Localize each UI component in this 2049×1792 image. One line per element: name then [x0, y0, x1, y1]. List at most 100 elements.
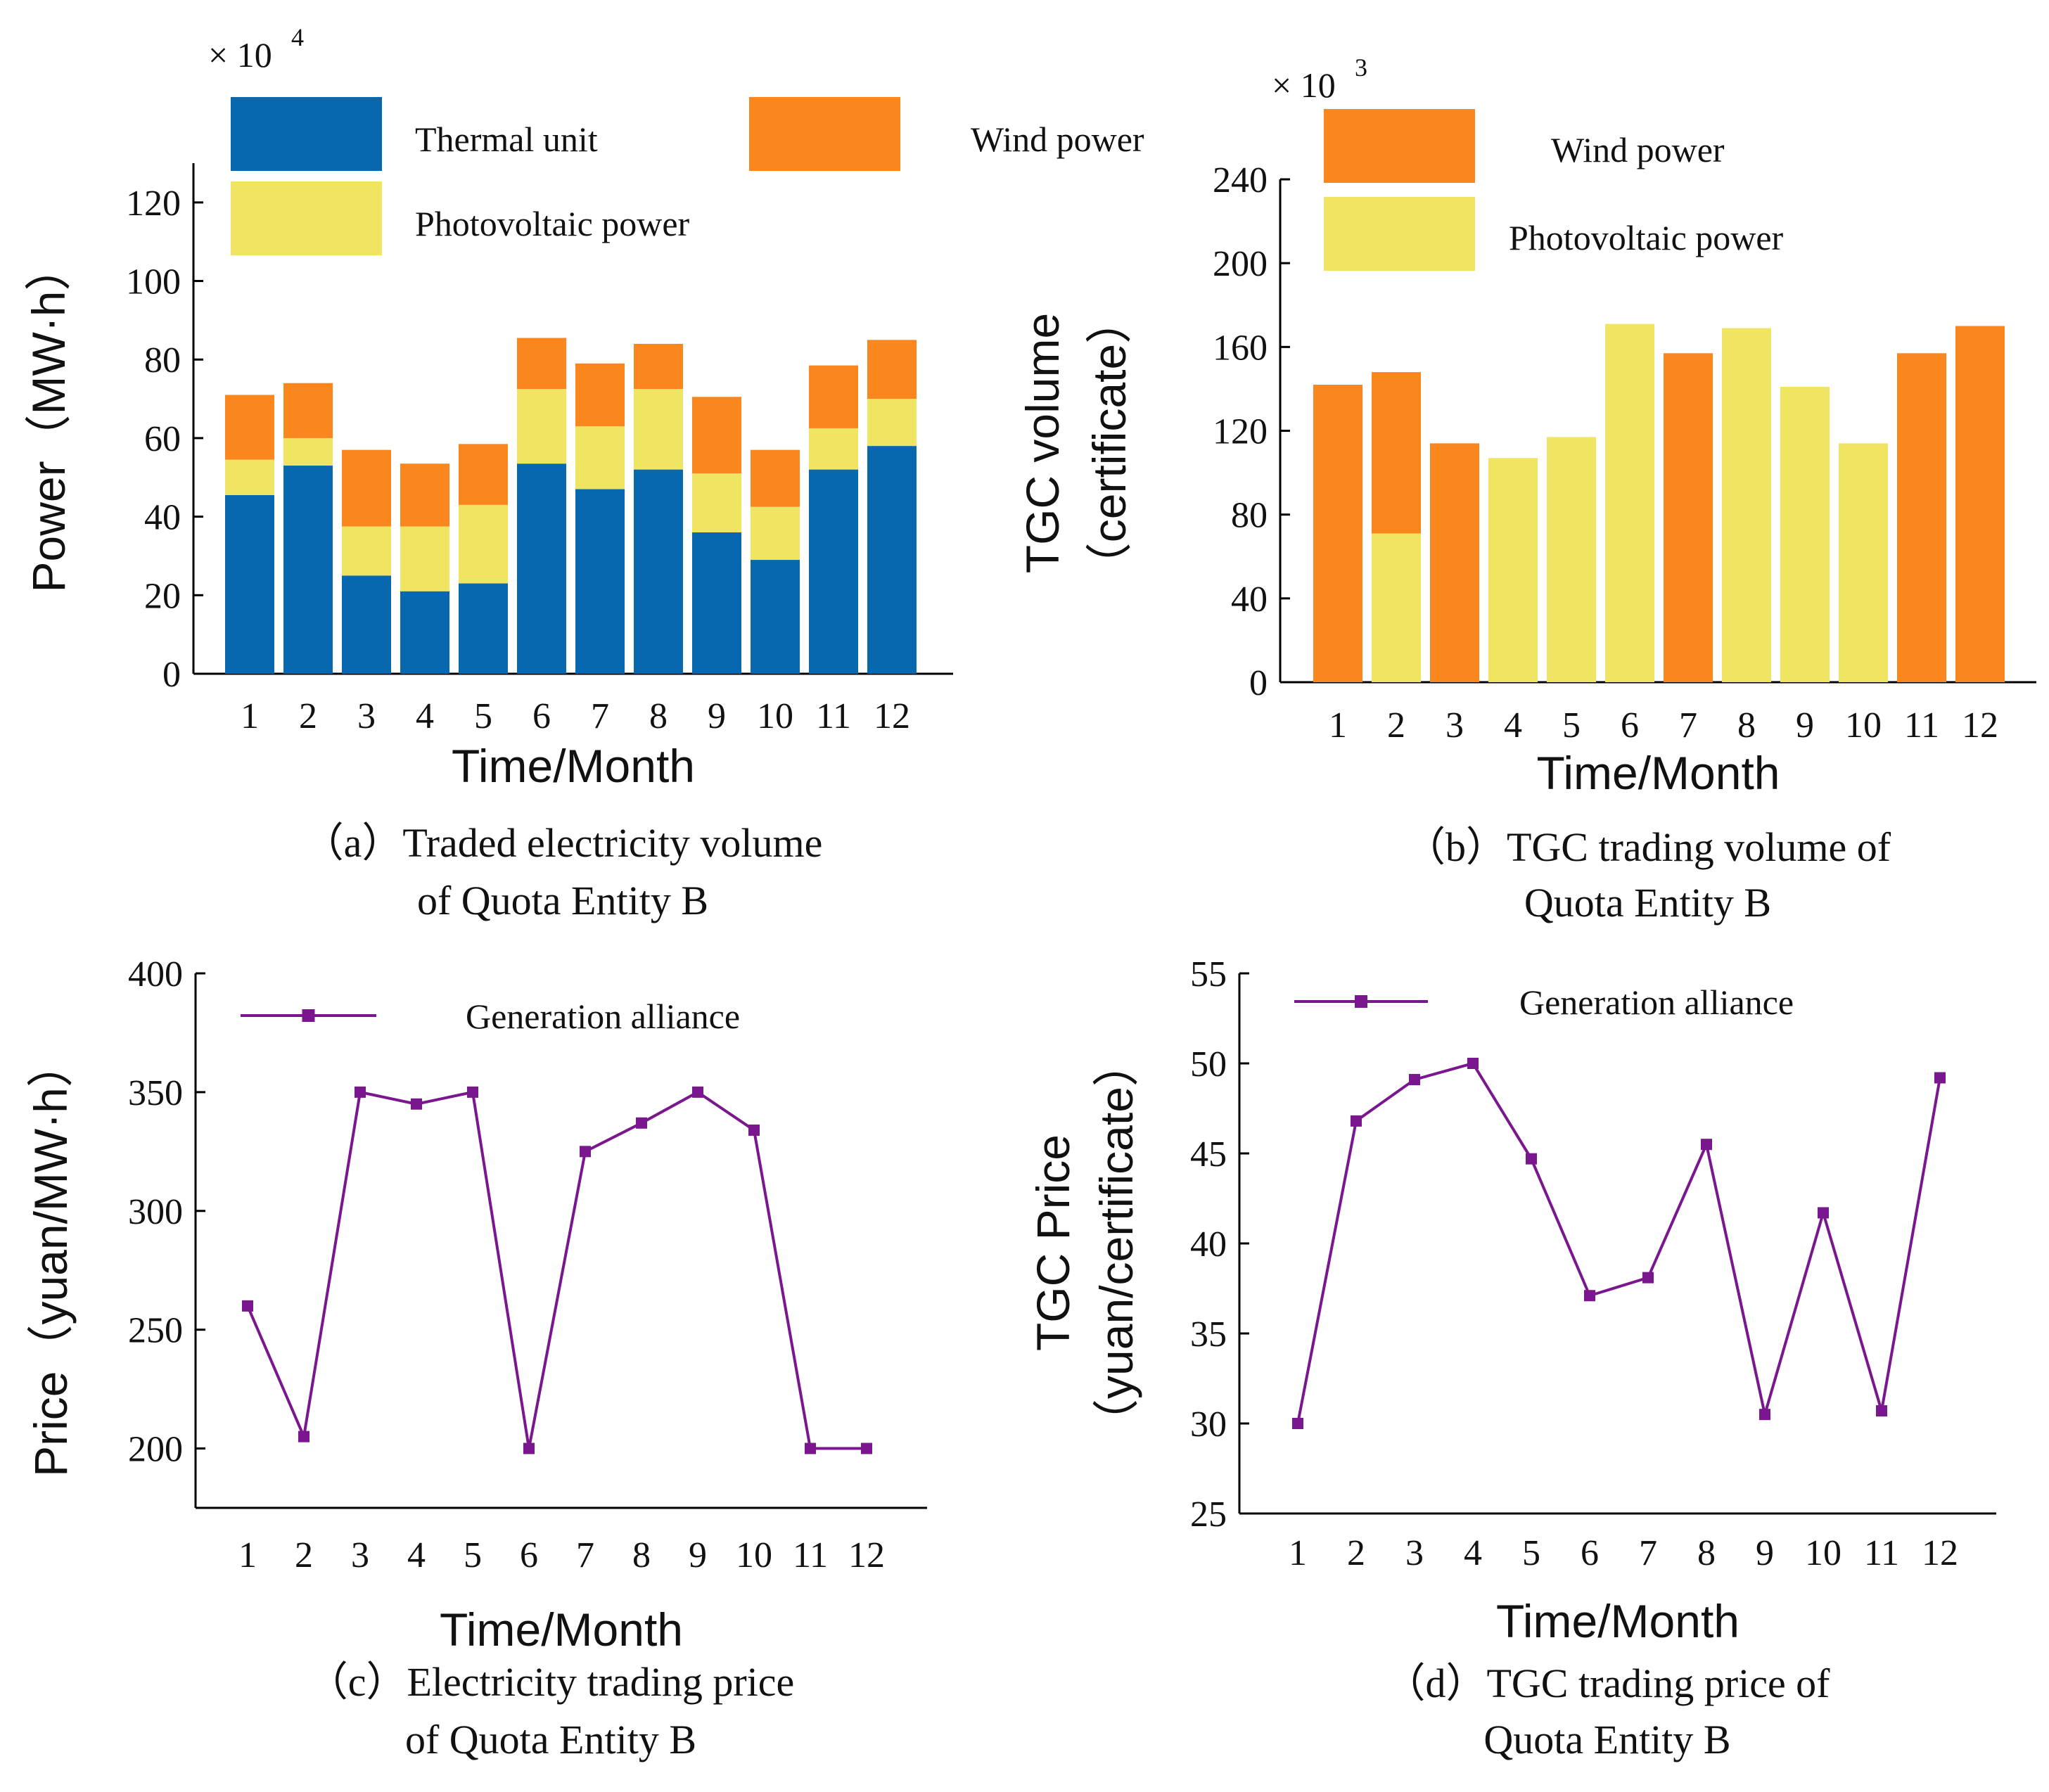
legend-marker [1355, 995, 1367, 1008]
bar-photovoltaic-power [692, 473, 741, 532]
series-line [246, 1090, 867, 1450]
panel-caption: （c）Electricity trading price [307, 1659, 795, 1705]
data-point-marker [636, 1117, 647, 1129]
x-tick-label: 4 [407, 1535, 426, 1575]
bar-wind-power [692, 397, 741, 474]
bar-thermal-unit [283, 466, 333, 674]
bar-thermal-unit [342, 575, 391, 674]
x-tick-label: 10 [736, 1535, 772, 1575]
y-tick-label: 45 [1190, 1134, 1227, 1175]
x-tick-label: 8 [1697, 1533, 1716, 1573]
x-tick-label: 2 [1347, 1533, 1365, 1573]
bar-photovoltaic-power [1547, 437, 1596, 682]
bar-photovoltaic-power [1780, 386, 1830, 682]
bar-photovoltaic-power [634, 389, 683, 470]
legend-swatch [749, 97, 900, 171]
bar-wind-power [400, 463, 449, 527]
x-tick-label: 9 [1796, 705, 1814, 745]
x-tick-label: 11 [1864, 1533, 1899, 1573]
panel-caption-line2: Quota Entity B [1524, 880, 1771, 926]
data-point-marker [1759, 1409, 1770, 1421]
x-tick-label: 5 [474, 696, 492, 736]
y-tick-label: 35 [1190, 1314, 1227, 1355]
x-tick-label: 11 [1904, 705, 1939, 745]
y-tick-label: 80 [144, 340, 181, 380]
bar-wind-power [809, 365, 858, 428]
bar-photovoltaic-power [575, 426, 625, 489]
legend-label: Thermal unit [415, 120, 598, 159]
legend-label: Wind power [971, 120, 1144, 159]
x-tick-label: 6 [1621, 705, 1639, 745]
x-tick-label: 9 [689, 1535, 707, 1575]
bar-wind-power [517, 338, 566, 390]
bar-wind-power [283, 383, 333, 438]
bar-wind-power [867, 340, 917, 399]
bar-wind-power [1955, 326, 2005, 682]
bar-photovoltaic-power [1488, 458, 1538, 682]
data-point-marker [1701, 1139, 1712, 1151]
data-point-marker [523, 1442, 535, 1454]
x-tick-label: 10 [1805, 1533, 1841, 1573]
x-tick-label: 1 [238, 1535, 257, 1575]
y-tick-label: 30 [1190, 1404, 1227, 1445]
x-tick-label: 1 [1329, 705, 1347, 745]
bar-photovoltaic-power [809, 428, 858, 470]
x-tick-label: 4 [1464, 1533, 1482, 1573]
legend-swatch [231, 97, 382, 171]
data-point-marker [1351, 1115, 1362, 1127]
bar-wind-power [1313, 384, 1362, 682]
x-axis-label: Time/Month [1537, 747, 1780, 799]
bar-thermal-unit [459, 583, 508, 674]
x-tick-label: 11 [793, 1535, 828, 1575]
x-tick-label: 7 [1679, 705, 1697, 745]
bar-photovoltaic-power [400, 526, 449, 591]
bar-wind-power [751, 449, 800, 507]
x-tick-label: 7 [1639, 1533, 1657, 1573]
y-tick-label: 40 [144, 498, 181, 538]
y-axis-label: Power（MW·h） [23, 244, 75, 592]
x-tick-label: 11 [816, 696, 851, 736]
x-tick-label: 10 [1845, 705, 1882, 745]
bar-wind-power [1664, 353, 1713, 682]
legend-label: Generation alliance [1519, 983, 1794, 1022]
x-tick-label: 5 [464, 1535, 482, 1575]
x-tick-label: 5 [1562, 705, 1581, 745]
y-tick-label: 400 [128, 954, 183, 994]
bar-photovoltaic-power [1722, 328, 1771, 682]
x-tick-label: 8 [1737, 705, 1756, 745]
y-tick-label: 240 [1213, 160, 1268, 200]
y-tick-label: 200 [128, 1430, 183, 1470]
legend-swatch [1324, 109, 1475, 183]
data-point-marker [692, 1086, 703, 1098]
x-tick-label: 3 [357, 696, 376, 736]
y-tick-label: 250 [128, 1311, 183, 1351]
data-point-marker [467, 1086, 478, 1098]
data-point-marker [1409, 1074, 1420, 1086]
legend-swatch [231, 181, 382, 255]
y-tick-label: 120 [126, 184, 181, 224]
data-point-marker [805, 1442, 816, 1454]
bar-wind-power [342, 449, 391, 527]
bar-photovoltaic-power [1839, 443, 1888, 682]
legend-label: Photovoltaic power [1509, 218, 1784, 257]
y-axis-label: TGC Price [1027, 1134, 1079, 1351]
bar-thermal-unit [400, 591, 449, 674]
bar-wind-power [1372, 372, 1421, 534]
x-axis-label: Time/Month [1496, 1595, 1740, 1647]
y-axis-label-line2: （yuan/certificate） [1090, 1040, 1142, 1445]
x-tick-label: 1 [1289, 1533, 1307, 1573]
bar-wind-power [1430, 443, 1479, 682]
data-point-marker [1818, 1207, 1829, 1219]
x-tick-label: 9 [708, 696, 726, 736]
data-point-marker [411, 1098, 422, 1110]
x-tick-label: 1 [241, 696, 259, 736]
y-tick-label: 0 [162, 655, 181, 695]
bar-photovoltaic-power [459, 504, 508, 584]
legend-label: Generation alliance [466, 997, 740, 1036]
data-point-marker [1934, 1072, 1946, 1084]
y-tick-label: 350 [128, 1073, 183, 1113]
